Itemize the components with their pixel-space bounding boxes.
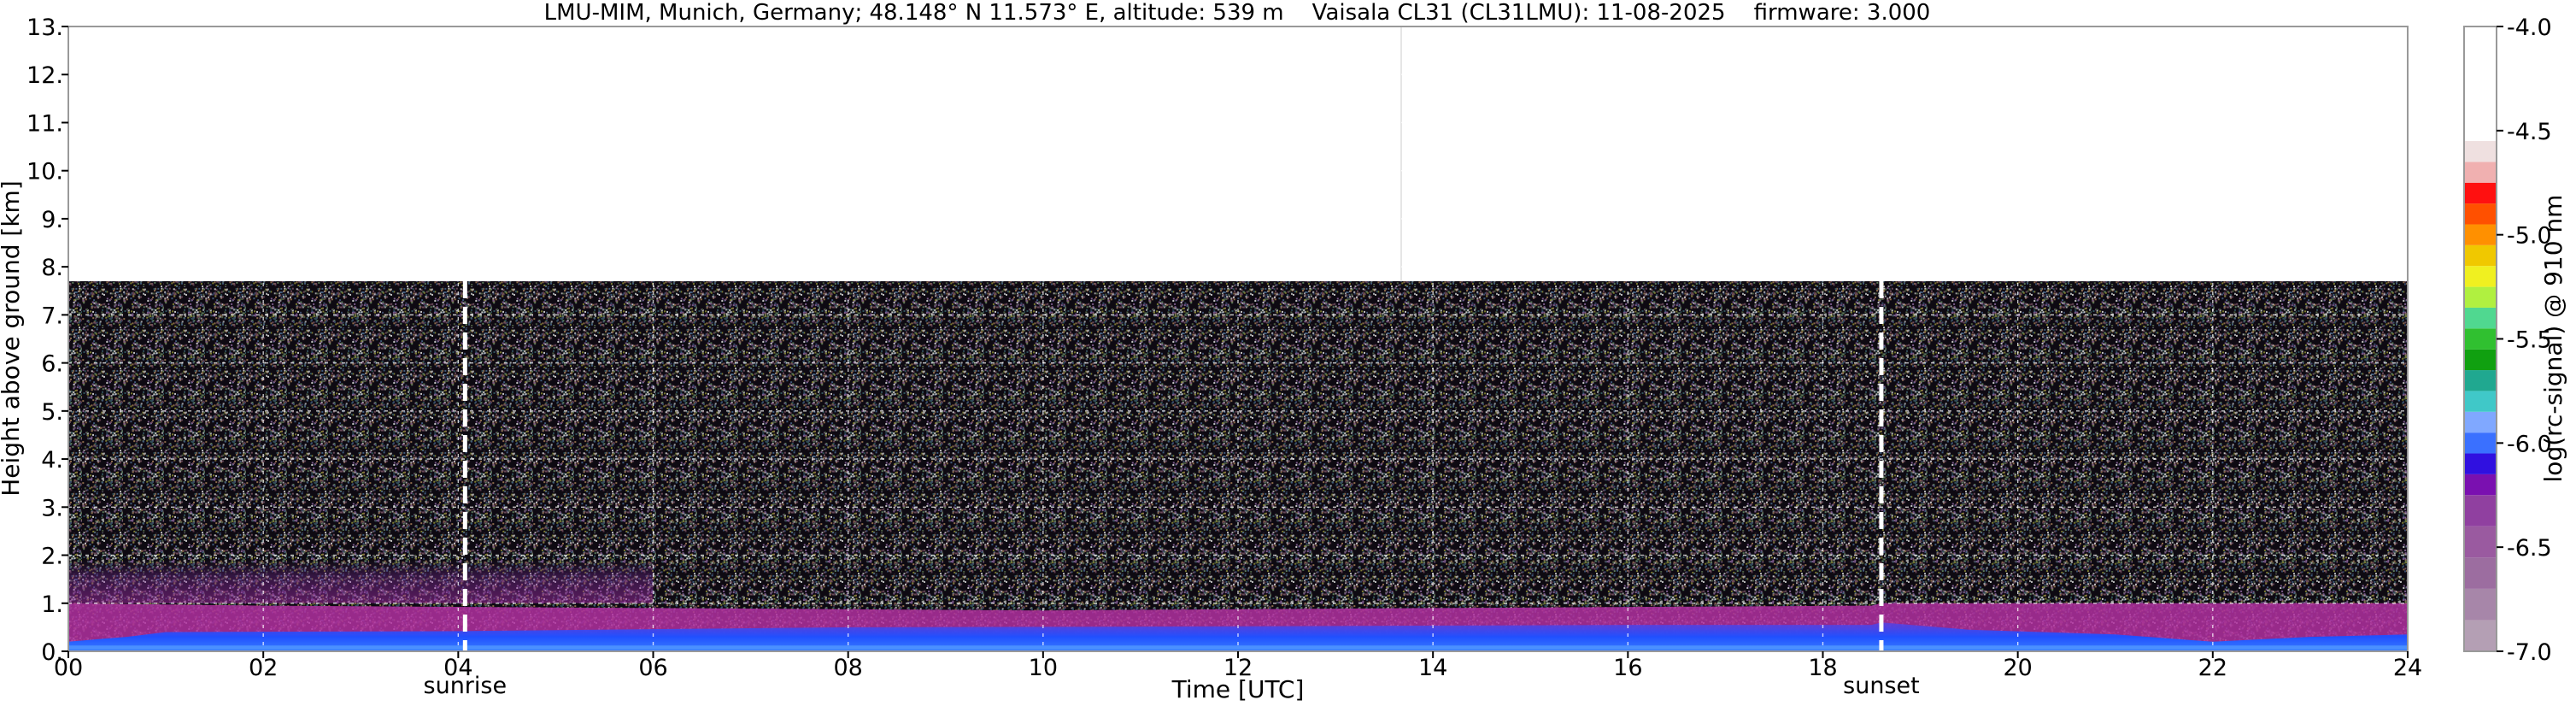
annotation-label-sunset: sunset	[1843, 673, 1920, 699]
x-tick-label: 04	[443, 655, 472, 681]
colorbar-band	[2464, 620, 2497, 651]
grid-lines	[68, 26, 2408, 651]
x-tick-label: 06	[638, 655, 667, 681]
y-tick-label: 5.	[41, 399, 63, 426]
y-tick-label: 9.	[41, 207, 63, 233]
colorbar-band	[2464, 266, 2497, 287]
colorbar-band	[2464, 182, 2497, 204]
x-tick-label: 10	[1029, 655, 1058, 681]
colorbar-band	[2464, 349, 2497, 371]
y-tick-label: 0.	[41, 639, 63, 666]
y-tick-label: 11.	[26, 110, 63, 137]
chart-title: LMU-MIM, Munich, Germany; 48.148° N 11.5…	[544, 0, 1931, 26]
colorbar-band	[2464, 307, 2497, 329]
x-tick-label: 02	[249, 655, 278, 681]
colorbar-tick-label: -4.0	[2507, 15, 2552, 41]
colorbar-band	[2464, 328, 2497, 350]
x-axis-label: Time [UTC]	[1171, 675, 1305, 703]
colorbar-tick-label: -7.0	[2507, 639, 2552, 666]
colorbar-band	[2464, 203, 2497, 225]
y-tick-label: 6.	[41, 351, 63, 378]
colorbar-band	[2464, 141, 2497, 162]
y-axis-ticks: 0. 1. 2. 3. 4. 5. 6. 7. 8. 9. 10. 11. 12. 13.	[26, 15, 68, 666]
colorbar-band	[2464, 474, 2497, 496]
y-tick-label: 13.	[26, 15, 63, 41]
y-tick-label: 3.	[41, 495, 63, 521]
y-tick-label: 2.	[41, 544, 63, 570]
y-tick-label: 4.	[41, 447, 63, 474]
colorbar-band	[2464, 286, 2497, 308]
sun-annotations	[462, 281, 1884, 651]
x-tick-label: 00	[54, 655, 83, 681]
x-axis-ticks: sunrise sunset 00 02 04 06 08 10 12 14 16 18 20 22 24	[54, 651, 2422, 699]
colorbar-band	[2464, 453, 2497, 474]
y-tick-label: 1.	[41, 591, 63, 618]
x-tick-label: 08	[833, 655, 862, 681]
colorbar-band	[2464, 526, 2497, 558]
x-tick-label: 14	[1418, 655, 1447, 681]
x-tick-label: 18	[1808, 655, 1837, 681]
colorbar-band	[2464, 244, 2497, 267]
y-tick-label: 10.	[26, 159, 63, 185]
colorbar-band	[2464, 391, 2497, 412]
colorbar-band	[2464, 162, 2497, 183]
colorbar-band	[2464, 495, 2497, 527]
colorbar-band	[2464, 588, 2497, 621]
annotation-label-sunrise: sunrise	[424, 673, 508, 699]
colorbar-band	[2464, 370, 2497, 391]
colorbar-band	[2464, 224, 2497, 245]
ground-band	[68, 645, 2408, 650]
x-tick-label: 20	[2003, 655, 2032, 681]
y-tick-label: 8.	[41, 255, 63, 281]
y-tick-label: 7.	[41, 303, 63, 329]
haze-fade	[68, 560, 654, 603]
x-tick-label: 22	[2198, 655, 2227, 681]
colorbar-band	[2464, 557, 2497, 589]
colorbar-band	[2464, 411, 2497, 433]
x-tick-label: 24	[2393, 655, 2422, 681]
colorbar: -4.0 -4.5 -5.0 -5.5 -6.0 -6.5 -7.0	[2463, 15, 2552, 666]
colorbar-tick-label: -4.5	[2507, 119, 2552, 145]
x-tick-label: 12	[1223, 655, 1253, 681]
colorbar-tick-label: -5.0	[2507, 223, 2552, 250]
colorbar-tick-label: -5.5	[2507, 327, 2552, 354]
colorbar-band	[2464, 26, 2497, 142]
colorbar-label: log(rc-signal) @ 910 nm	[2539, 195, 2567, 483]
colorbar-tick-label: -6.5	[2507, 535, 2552, 562]
x-tick-label: 16	[1613, 655, 1642, 681]
y-tick-label: 12.	[26, 62, 63, 89]
y-axis-label: Height above ground [km]	[0, 180, 25, 497]
colorbar-tick-label: -6.0	[2507, 431, 2552, 457]
colorbar-band	[2464, 432, 2497, 454]
